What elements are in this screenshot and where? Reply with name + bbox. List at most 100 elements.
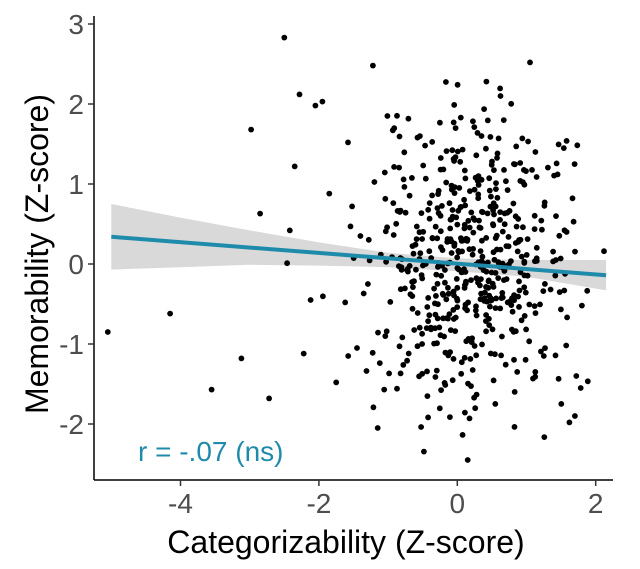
data-point — [437, 166, 444, 173]
data-point — [391, 164, 397, 170]
data-point — [487, 134, 494, 140]
data-point — [519, 135, 526, 142]
data-point — [538, 348, 544, 355]
data-point — [418, 424, 424, 430]
data-point — [531, 212, 538, 219]
data-point — [443, 296, 450, 303]
data-point — [422, 175, 429, 182]
data-point — [533, 244, 540, 251]
data-point — [426, 215, 433, 222]
data-point — [453, 276, 460, 282]
data-point — [547, 286, 554, 293]
data-point — [319, 98, 326, 105]
data-point — [409, 175, 415, 181]
x-tick-label: -2 — [306, 488, 331, 519]
data-point — [569, 195, 576, 202]
data-point — [437, 228, 444, 235]
data-point — [462, 202, 469, 209]
data-point — [487, 350, 494, 357]
data-point — [450, 119, 457, 126]
data-point — [497, 217, 503, 223]
data-point — [450, 356, 457, 362]
data-point — [473, 275, 480, 282]
data-point — [449, 377, 456, 384]
data-point — [461, 167, 468, 174]
data-point — [433, 367, 440, 374]
data-point — [532, 258, 538, 265]
data-point — [400, 362, 407, 368]
x-axis-title: Categorizability (Z-score) — [167, 524, 524, 560]
data-point — [561, 287, 568, 294]
data-point — [404, 266, 411, 272]
data-point — [393, 220, 400, 227]
data-point — [444, 239, 451, 245]
data-point — [473, 152, 480, 159]
data-point — [571, 161, 578, 168]
data-point — [478, 176, 485, 183]
data-point — [522, 356, 529, 363]
axes-layer: -4 -2 0 2 -2 -1 0 1 2 3 — [59, 9, 613, 519]
data-point — [555, 141, 562, 148]
data-point — [467, 188, 473, 195]
data-point — [502, 361, 509, 368]
data-point — [545, 164, 551, 171]
data-point — [601, 248, 607, 255]
data-point — [436, 405, 443, 412]
data-point — [238, 355, 245, 362]
data-point — [412, 241, 419, 248]
data-point — [532, 310, 539, 316]
data-point — [445, 315, 451, 322]
data-point — [470, 229, 477, 236]
data-point — [424, 393, 431, 399]
data-point — [512, 240, 519, 246]
data-point — [542, 281, 548, 287]
data-point — [490, 222, 497, 229]
data-point — [461, 196, 467, 203]
data-point — [445, 290, 452, 297]
data-point — [521, 260, 528, 266]
data-point — [396, 209, 403, 215]
data-point — [510, 200, 517, 207]
data-point — [518, 317, 525, 324]
data-point — [307, 297, 314, 303]
data-point — [471, 124, 478, 130]
data-point — [424, 304, 431, 310]
data-point — [435, 191, 441, 198]
data-point — [471, 186, 478, 193]
data-point — [450, 156, 457, 162]
data-point — [475, 279, 481, 286]
y-tick-label: 2 — [68, 89, 84, 120]
data-point — [557, 255, 564, 262]
data-point — [448, 216, 455, 223]
data-point — [384, 113, 391, 119]
data-point — [443, 148, 450, 155]
data-point — [248, 126, 255, 133]
data-point — [495, 135, 502, 142]
data-point — [550, 248, 556, 255]
data-point — [333, 379, 340, 386]
data-point — [511, 424, 518, 430]
data-point — [497, 305, 504, 312]
data-point — [432, 374, 439, 380]
data-point — [520, 179, 526, 186]
data-point — [490, 377, 497, 384]
data-point — [488, 297, 495, 303]
data-point — [257, 210, 263, 217]
data-point — [558, 306, 564, 313]
data-point — [425, 318, 431, 325]
data-point — [394, 385, 400, 392]
data-point — [479, 253, 486, 260]
data-point — [449, 207, 456, 213]
data-point — [429, 139, 436, 145]
data-point — [495, 275, 502, 281]
data-point — [473, 352, 480, 359]
data-point — [442, 279, 448, 286]
data-point — [483, 145, 489, 152]
data-point — [484, 117, 491, 124]
data-point — [487, 303, 493, 310]
data-point — [465, 217, 472, 224]
data-point — [428, 255, 435, 261]
data-point — [434, 315, 441, 322]
data-point — [492, 203, 499, 210]
data-point — [396, 343, 403, 350]
